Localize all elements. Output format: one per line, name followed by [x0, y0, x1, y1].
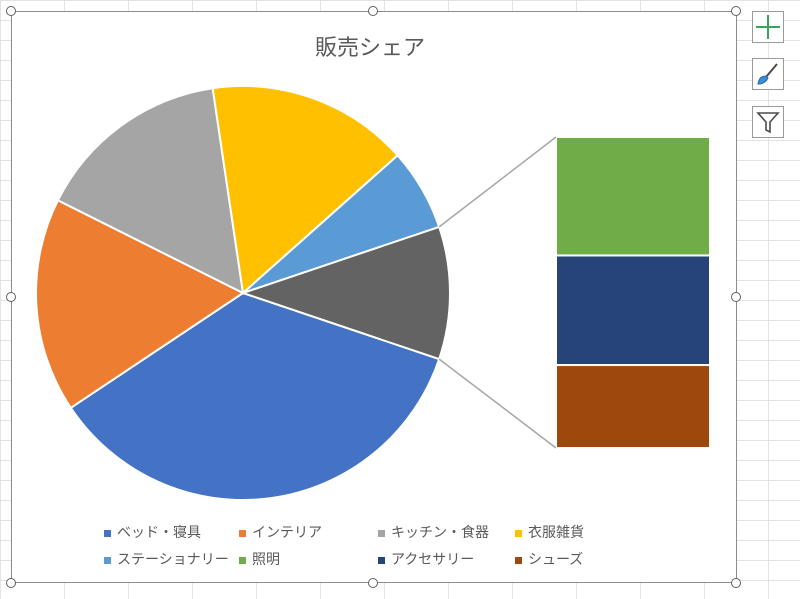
legend-item[interactable]: 衣服雑貨 — [515, 522, 584, 542]
legend-label: アクセサリー — [391, 552, 475, 568]
brush-icon — [757, 63, 778, 85]
bar-segment-1[interactable] — [555, 136, 711, 257]
resize-handle-left[interactable] — [6, 292, 16, 302]
resize-handle-right[interactable] — [731, 292, 741, 302]
legend-swatch — [378, 556, 385, 564]
legend-swatch — [104, 556, 111, 564]
legend-item[interactable]: シューズ — [515, 549, 583, 569]
pie-slice-2[interactable] — [35, 198, 245, 410]
legend-swatch — [515, 556, 522, 564]
funnel-icon — [756, 112, 780, 134]
plus-icon — [756, 15, 780, 39]
legend-label: シューズ — [528, 552, 584, 568]
legend-label: 照明 — [252, 552, 280, 568]
pie-slice-3[interactable] — [56, 87, 245, 295]
chart-filters-button[interactable] — [752, 106, 784, 138]
legend-label: インテリア — [252, 525, 322, 541]
legend-item[interactable]: インテリア — [239, 522, 322, 542]
legend-swatch — [378, 529, 385, 537]
legend-swatch — [104, 529, 111, 537]
connector-line-bottom — [438, 358, 557, 449]
resize-handle-top-right[interactable] — [731, 6, 741, 16]
bar-segment-3[interactable] — [555, 364, 711, 450]
bar-segment-2[interactable] — [555, 254, 711, 367]
legend-item[interactable]: キッチン・食器 — [378, 522, 489, 542]
legend-label: 衣服雑貨 — [528, 525, 584, 541]
legend-label: ベッド・寝具 — [117, 525, 201, 541]
legend-item[interactable]: アクセサリー — [378, 549, 474, 569]
legend-swatch — [239, 529, 246, 537]
pie-slice-other[interactable] — [239, 225, 451, 361]
chart-title[interactable]: 販売シェア — [314, 36, 425, 61]
resize-handle-top-left[interactable] — [6, 6, 16, 16]
legend-label: キッチン・食器 — [391, 525, 489, 541]
legend-label: ステーショナリー — [117, 552, 229, 568]
legend-swatch — [239, 556, 246, 564]
pie-slice-4[interactable] — [211, 85, 400, 295]
chart-styles-button[interactable] — [752, 58, 784, 90]
legend-item[interactable]: ベッド・寝具 — [104, 522, 201, 542]
resize-handle-top[interactable] — [368, 6, 378, 16]
connector-line-top — [438, 136, 557, 228]
chart-elements-button[interactable] — [752, 11, 784, 43]
pie-slice-1[interactable] — [69, 291, 441, 501]
resize-handle-bottom[interactable] — [368, 578, 378, 588]
resize-handle-bottom-left[interactable] — [6, 578, 16, 588]
legend-swatch — [515, 529, 522, 537]
legend-item[interactable]: 照明 — [239, 549, 280, 569]
legend-item[interactable]: ステーショナリー — [104, 549, 229, 569]
resize-handle-bottom-right[interactable] — [731, 578, 741, 588]
